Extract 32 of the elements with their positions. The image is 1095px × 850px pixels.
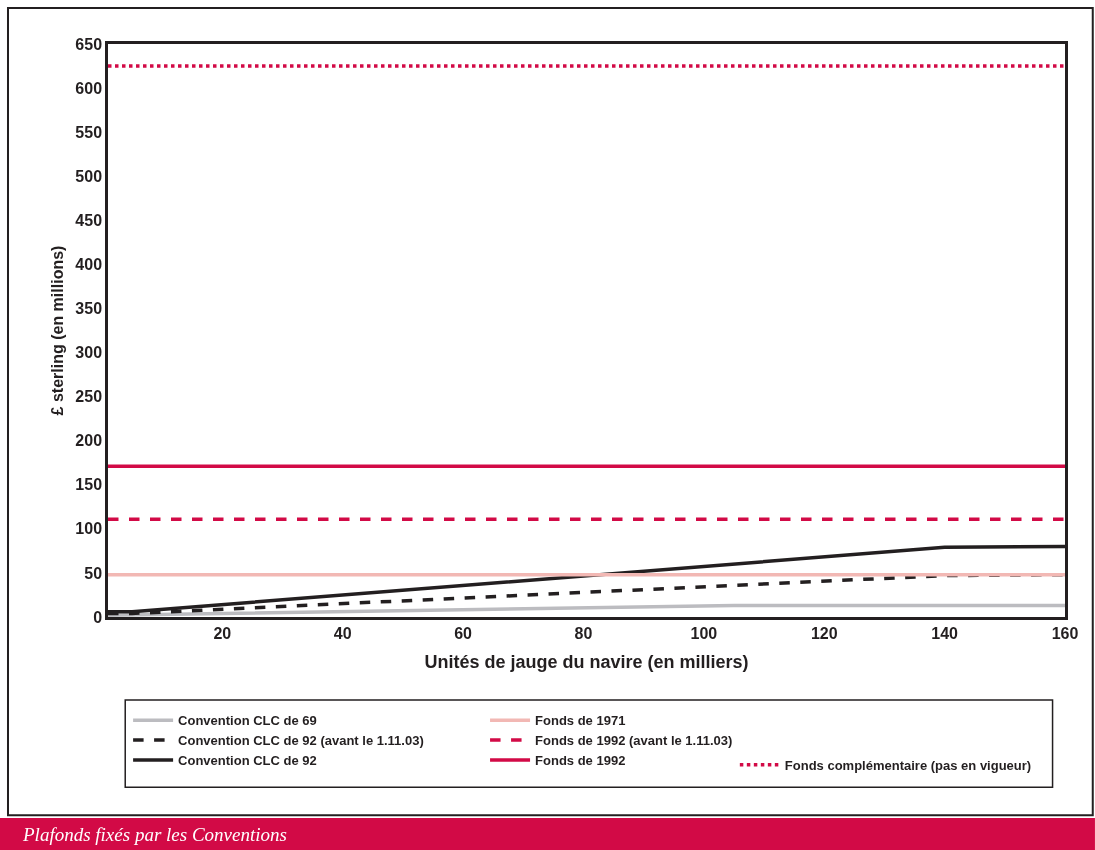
y-tick-label: 600 bbox=[75, 79, 103, 97]
x-tick-label: 120 bbox=[810, 624, 838, 642]
y-tick-label: 300 bbox=[75, 344, 103, 362]
legend-label: Convention CLC de 92 bbox=[178, 753, 317, 769]
x-tick-label: 60 bbox=[454, 624, 473, 642]
y-axis-title: £ sterling (en millions) bbox=[49, 245, 67, 416]
x-tick-label: 20 bbox=[213, 624, 232, 642]
y-tick-label: 100 bbox=[75, 520, 103, 538]
legend-label: Fonds de 1992 bbox=[535, 753, 626, 769]
y-tick-label: 150 bbox=[75, 476, 103, 494]
legend-label: Fonds de 1992 (avant le 1.11.03) bbox=[535, 733, 733, 749]
y-tick-label: 250 bbox=[75, 388, 103, 406]
y-tick-label: 450 bbox=[75, 211, 103, 229]
y-tick-label: 400 bbox=[75, 255, 103, 273]
x-tick-label: 80 bbox=[574, 624, 593, 642]
y-tick-label: 0 bbox=[93, 608, 103, 626]
text: Plafonds fixés par les Conventions bbox=[22, 824, 287, 845]
legend-label: Fonds de 1971 bbox=[535, 713, 626, 729]
y-tick-label: 50 bbox=[84, 564, 103, 582]
y-tick-label: 350 bbox=[75, 300, 103, 318]
y-tick-label: 500 bbox=[75, 167, 103, 185]
y-tick-label: 650 bbox=[75, 35, 103, 53]
legend-label: Fonds complémentaire (pas en vigueur) bbox=[784, 757, 1032, 773]
x-tick-label: 40 bbox=[333, 624, 352, 642]
x-tick-label: 160 bbox=[1051, 624, 1079, 642]
y-tick-label: 200 bbox=[75, 432, 103, 450]
y-tick-label: 550 bbox=[75, 123, 103, 141]
x-axis-title: Unités de jauge du navire (en milliers) bbox=[424, 652, 749, 673]
legend-label: Convention CLC de 92 (avant le 1.11.03) bbox=[178, 733, 424, 749]
x-tick-label: 140 bbox=[931, 624, 959, 642]
x-tick-label: 100 bbox=[690, 624, 718, 642]
legend-label: Convention CLC de 69 bbox=[178, 713, 317, 729]
